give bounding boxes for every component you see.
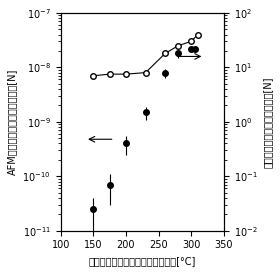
Y-axis label: AFMによるパターン剥離荷重　[N]: AFMによるパターン剥離荷重 [N] bbox=[7, 69, 17, 175]
X-axis label: レジストパターンの熱処理温度　[°C]: レジストパターンの熱処理温度 [°C] bbox=[89, 256, 196, 266]
Y-axis label: 引張り試験による剥離荷重　[N]: 引張り試験による剥離荷重 [N] bbox=[263, 76, 273, 168]
